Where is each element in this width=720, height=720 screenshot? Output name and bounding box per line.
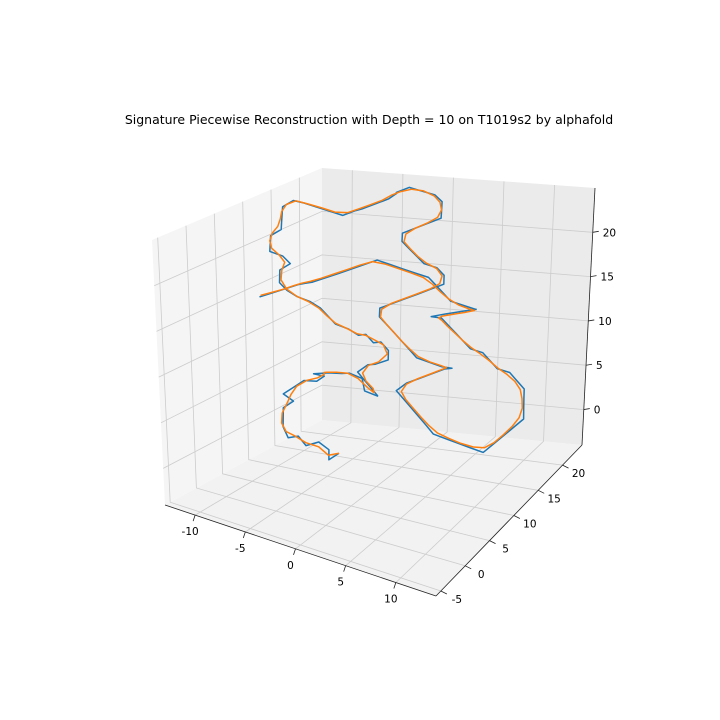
x-tick-label: 0	[287, 560, 294, 572]
x-tick-mark	[293, 548, 296, 555]
z-tick-label: 0	[594, 405, 601, 417]
y-tick-mark	[538, 489, 545, 494]
z-axis-line	[581, 187, 596, 446]
gridline-z	[154, 210, 593, 287]
y-tick-mark	[513, 515, 521, 519]
series-layer	[259, 186, 525, 461]
z-tick-mark	[590, 275, 597, 278]
gridline-z	[156, 254, 591, 332]
y-tick-label: 10	[523, 518, 536, 530]
y-tick-mark	[489, 540, 496, 544]
gridline-y	[157, 237, 442, 592]
z-tick-mark	[583, 408, 590, 410]
z-tick-label: 15	[601, 272, 614, 284]
gridline-z	[158, 297, 589, 378]
gridline-z	[163, 384, 584, 469]
gridline-z	[160, 341, 587, 424]
x-tick-label: -10	[182, 526, 199, 538]
x-tick-mark	[192, 514, 196, 522]
axes-edges	[164, 187, 596, 597]
y-tick-label: -5	[452, 594, 462, 606]
y-tick-label: 5	[502, 544, 509, 556]
z-tick-mark	[588, 319, 595, 322]
z-tick-label: 20	[603, 227, 616, 239]
gridline-y	[213, 213, 490, 541]
x-tick-mark	[343, 565, 347, 572]
y-tick-label: 20	[572, 468, 585, 480]
back-pane	[322, 168, 595, 445]
gridline-y	[298, 177, 563, 466]
chart-title: Signature Piecewise Reconstruction with …	[125, 112, 613, 127]
gridline-x	[194, 170, 353, 516]
gridline-x	[345, 181, 505, 567]
side-pane	[152, 168, 322, 505]
axes-grid	[154, 170, 593, 592]
gridline-y	[185, 225, 466, 567]
x-axis-line	[164, 504, 437, 597]
z-tick-mark	[592, 230, 599, 233]
gridline-y	[270, 189, 539, 491]
z-tick-mark	[585, 363, 593, 366]
y-tick-label: 0	[478, 569, 485, 581]
x-tick-label: 5	[337, 577, 344, 589]
series-line-reconstruction	[260, 188, 524, 456]
z-tick-label: 10	[598, 316, 611, 328]
z-tick-label: 5	[596, 360, 603, 372]
x-tick-mark	[242, 531, 246, 539]
y-tick-mark	[465, 565, 472, 570]
gridline-x	[295, 177, 454, 550]
gridline-y	[242, 201, 514, 516]
x-tick-label: -5	[235, 543, 245, 555]
x-tick-label: 10	[384, 594, 397, 606]
y-tick-mark	[562, 464, 569, 469]
y-tick-mark	[440, 590, 448, 595]
x-tick-mark	[393, 582, 397, 589]
gridline-x	[395, 184, 555, 583]
axes-ticks: -10 -5 0 5 10 -5 0 5 10 15 20 0 5 10 15 20	[182, 227, 617, 606]
y-axis-line	[435, 444, 583, 597]
gridline-x	[245, 173, 404, 533]
y-tick-label: 15	[548, 493, 561, 505]
axes-panes	[152, 168, 595, 596]
